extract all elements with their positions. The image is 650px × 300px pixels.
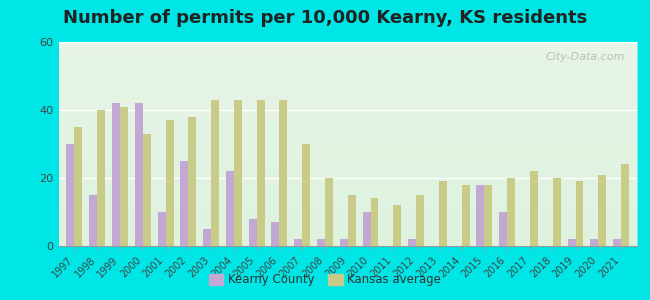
Bar xyxy=(507,178,515,246)
Bar xyxy=(340,239,348,246)
Bar xyxy=(462,185,469,246)
Bar xyxy=(188,117,196,246)
Bar xyxy=(120,106,128,246)
Bar xyxy=(302,144,310,246)
Bar xyxy=(143,134,151,246)
Bar xyxy=(203,229,211,246)
Bar xyxy=(211,100,219,246)
Bar xyxy=(249,219,257,246)
Bar xyxy=(280,100,287,246)
Bar xyxy=(408,239,416,246)
Bar xyxy=(393,205,401,246)
Bar xyxy=(575,182,584,246)
Bar xyxy=(135,103,143,246)
Bar xyxy=(499,212,507,246)
Bar xyxy=(484,185,493,246)
Bar xyxy=(294,239,302,246)
Bar xyxy=(621,164,629,246)
Text: City-Data.com: City-Data.com xyxy=(546,52,625,62)
Bar xyxy=(552,178,561,246)
Bar xyxy=(234,100,242,246)
Bar xyxy=(363,212,370,246)
Bar xyxy=(348,195,356,246)
Bar xyxy=(66,144,75,246)
Bar xyxy=(598,175,606,246)
Bar xyxy=(439,182,447,246)
Bar xyxy=(75,127,83,246)
Bar xyxy=(370,198,378,246)
Bar xyxy=(476,185,484,246)
Bar xyxy=(317,239,325,246)
Bar xyxy=(590,239,598,246)
Bar xyxy=(613,239,621,246)
Bar xyxy=(226,171,234,246)
Bar xyxy=(180,161,188,246)
Bar xyxy=(272,222,280,246)
Bar xyxy=(567,239,575,246)
Bar xyxy=(98,110,105,246)
Bar xyxy=(530,171,538,246)
Legend: Kearny County, Kansas average: Kearny County, Kansas average xyxy=(204,269,446,291)
Bar xyxy=(89,195,98,246)
Bar xyxy=(257,100,265,246)
Bar xyxy=(416,195,424,246)
Bar xyxy=(112,103,120,246)
Bar xyxy=(325,178,333,246)
Bar xyxy=(157,212,166,246)
Text: Number of permits per 10,000 Kearny, KS residents: Number of permits per 10,000 Kearny, KS … xyxy=(63,9,587,27)
Bar xyxy=(166,120,174,246)
